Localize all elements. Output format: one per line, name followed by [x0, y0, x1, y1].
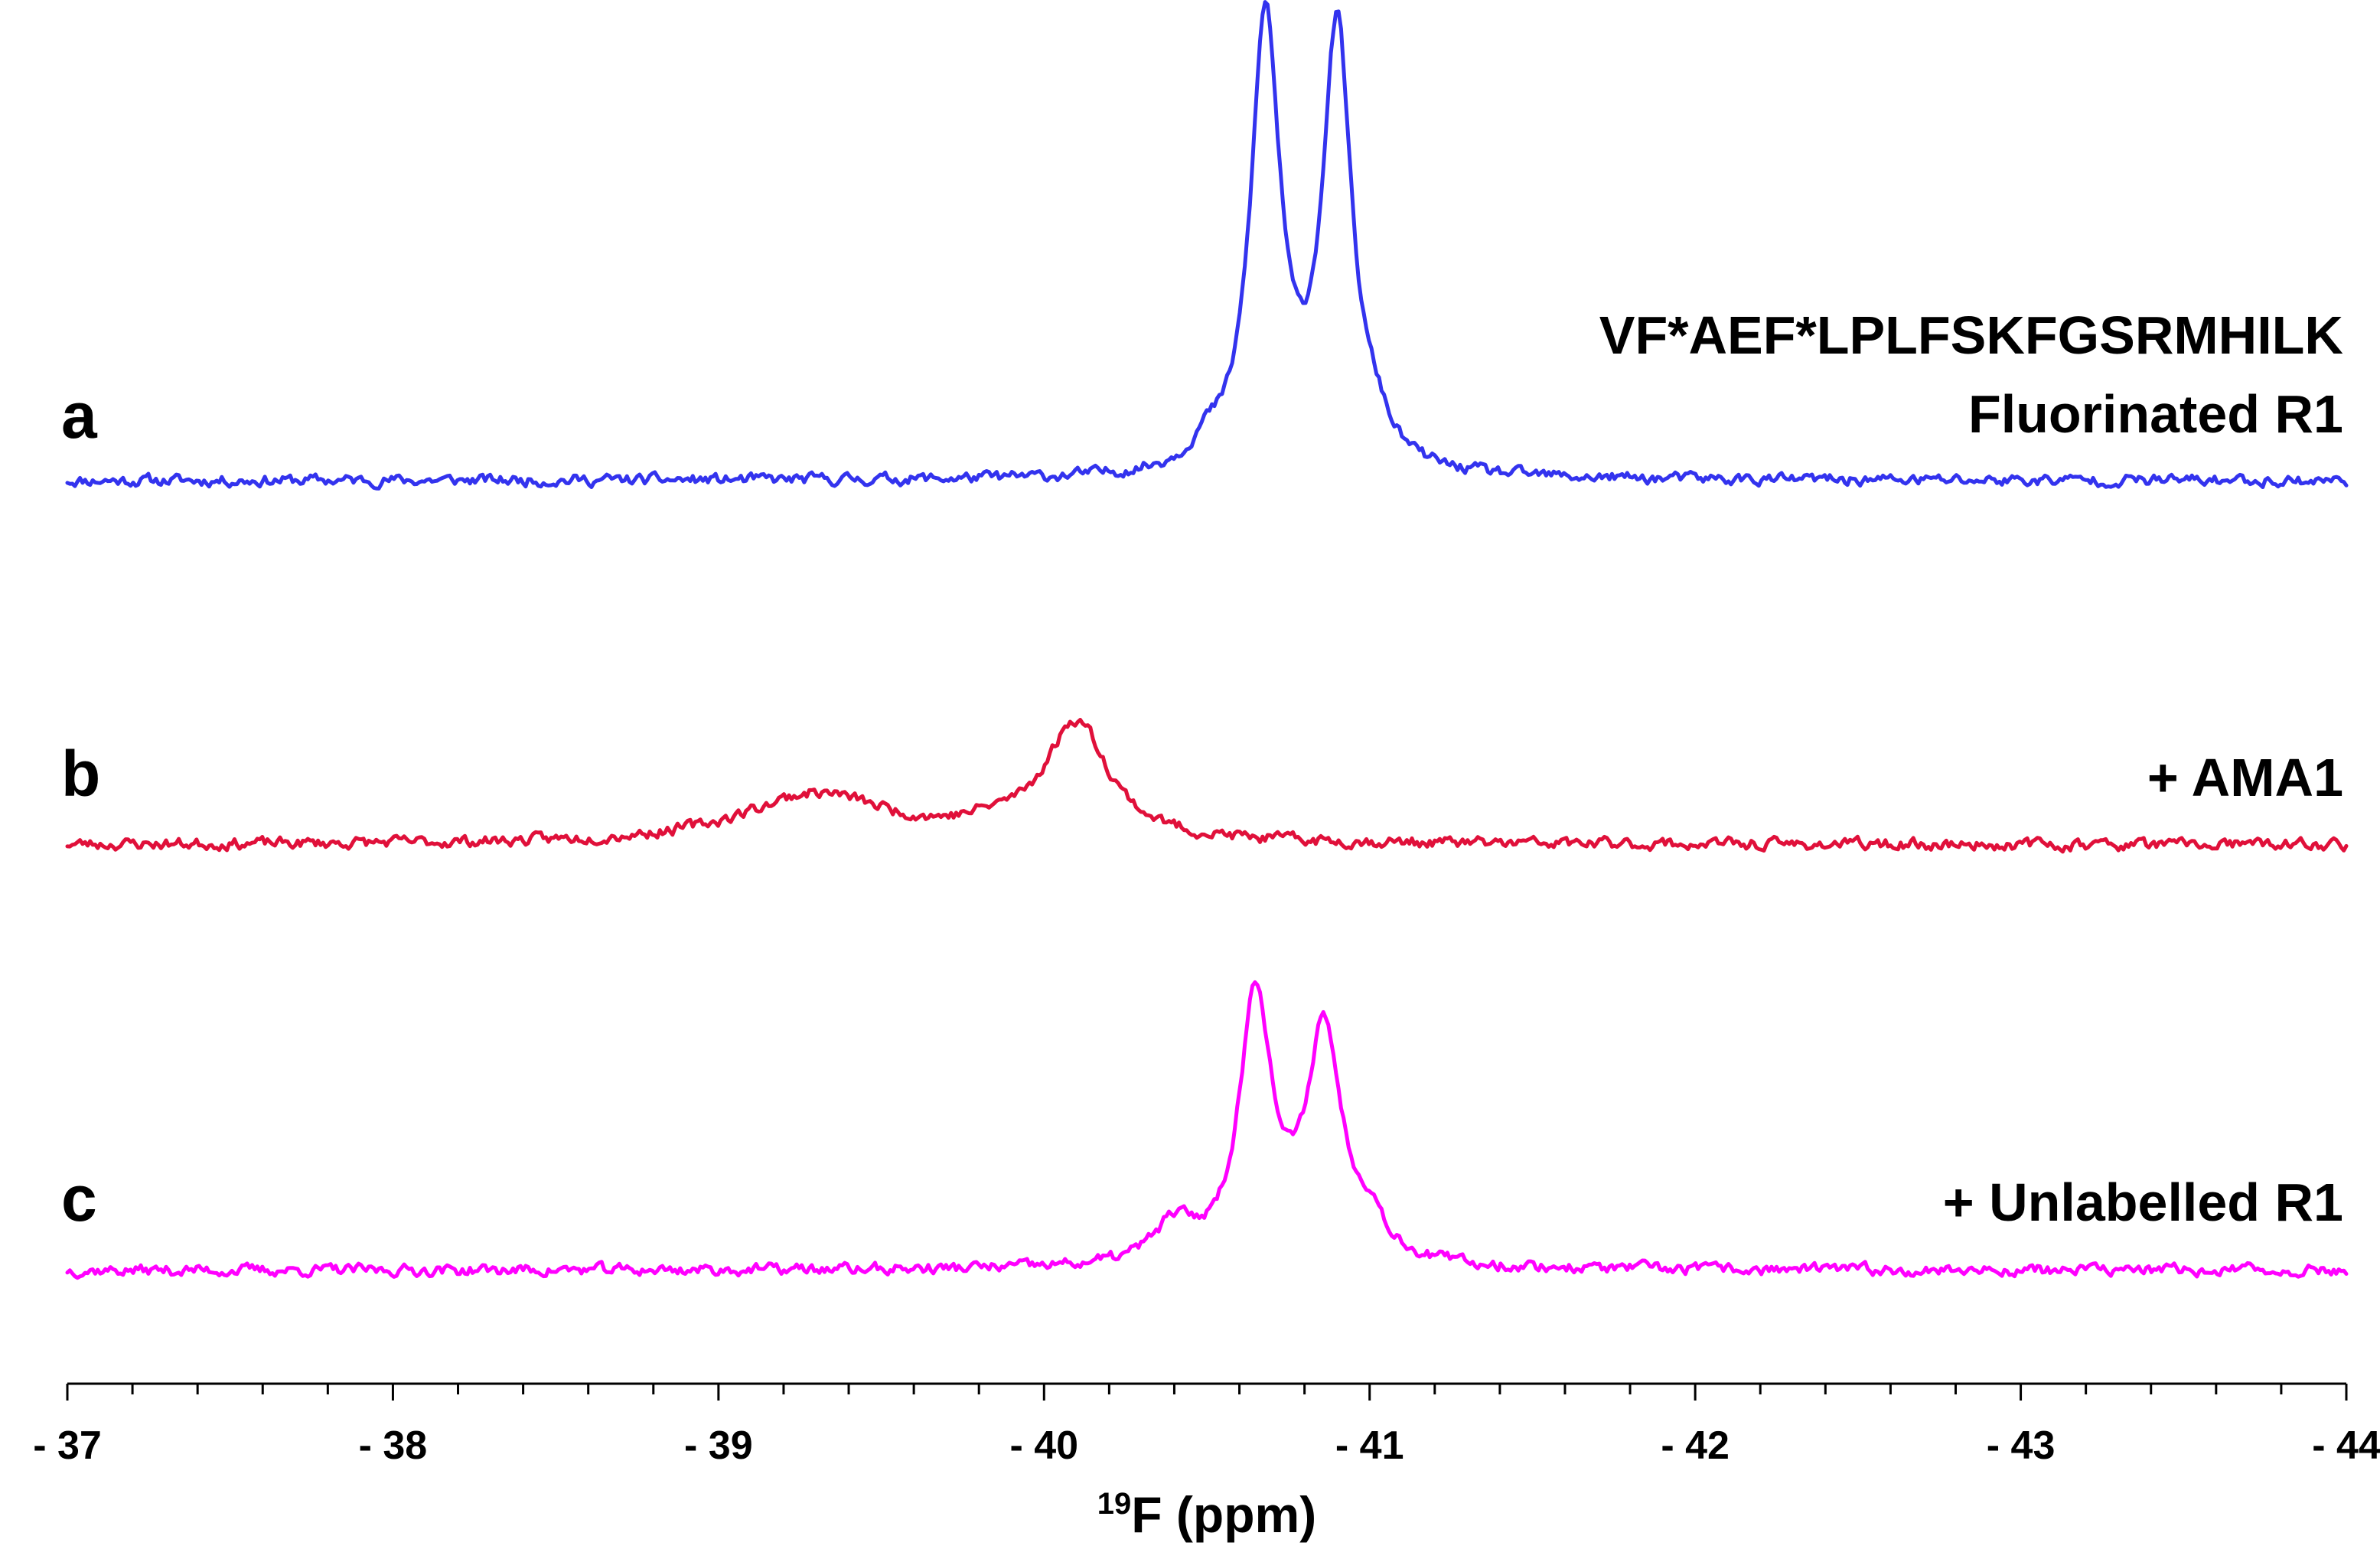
- x-tick-label: - 43: [1987, 1423, 2056, 1468]
- series-label-a-0: VF*AEF*LPLFSKFGSRMHILK: [1599, 305, 2343, 365]
- x-axis-title-text: F (ppm): [1131, 1486, 1316, 1543]
- spectrum-line-c: [65, 980, 2349, 1280]
- series-label-b-0: + AMA1: [2147, 748, 2343, 807]
- x-tick-label: - 39: [684, 1423, 753, 1468]
- x-tick-label: - 38: [359, 1423, 428, 1468]
- x-tick-label: - 37: [33, 1423, 102, 1468]
- x-axis: - 37 - 38 - 39 - 40 - 41 - 42 - 43 - 44: [33, 1382, 2380, 1468]
- panel-letter-b: b: [61, 738, 100, 810]
- x-axis-title: 19F (ppm): [1097, 1486, 1316, 1543]
- x-tick-label: - 44: [2312, 1423, 2380, 1468]
- spectrum-labels: a VF*AEF*LPLFSKFGSRMHILK Fluorinated R1 b + …: [61, 305, 2343, 1234]
- x-tick-label: - 42: [1661, 1423, 1730, 1468]
- series-label-c-0: + Unlabelled R1: [1943, 1172, 2343, 1232]
- x-axis-title-superscript: 19: [1097, 1487, 1132, 1521]
- x-tick-label: - 40: [1009, 1423, 1078, 1468]
- panel-letter-c: c: [61, 1163, 97, 1234]
- panel-letter-a: a: [61, 380, 98, 452]
- x-tick-label: - 41: [1335, 1423, 1404, 1468]
- spectrum-line-b: [65, 718, 2349, 854]
- spectrum-line-a: [65, 0, 2349, 491]
- series-label-a-1: Fluorinated R1: [1968, 384, 2343, 444]
- spectrum-traces: [65, 0, 2349, 1280]
